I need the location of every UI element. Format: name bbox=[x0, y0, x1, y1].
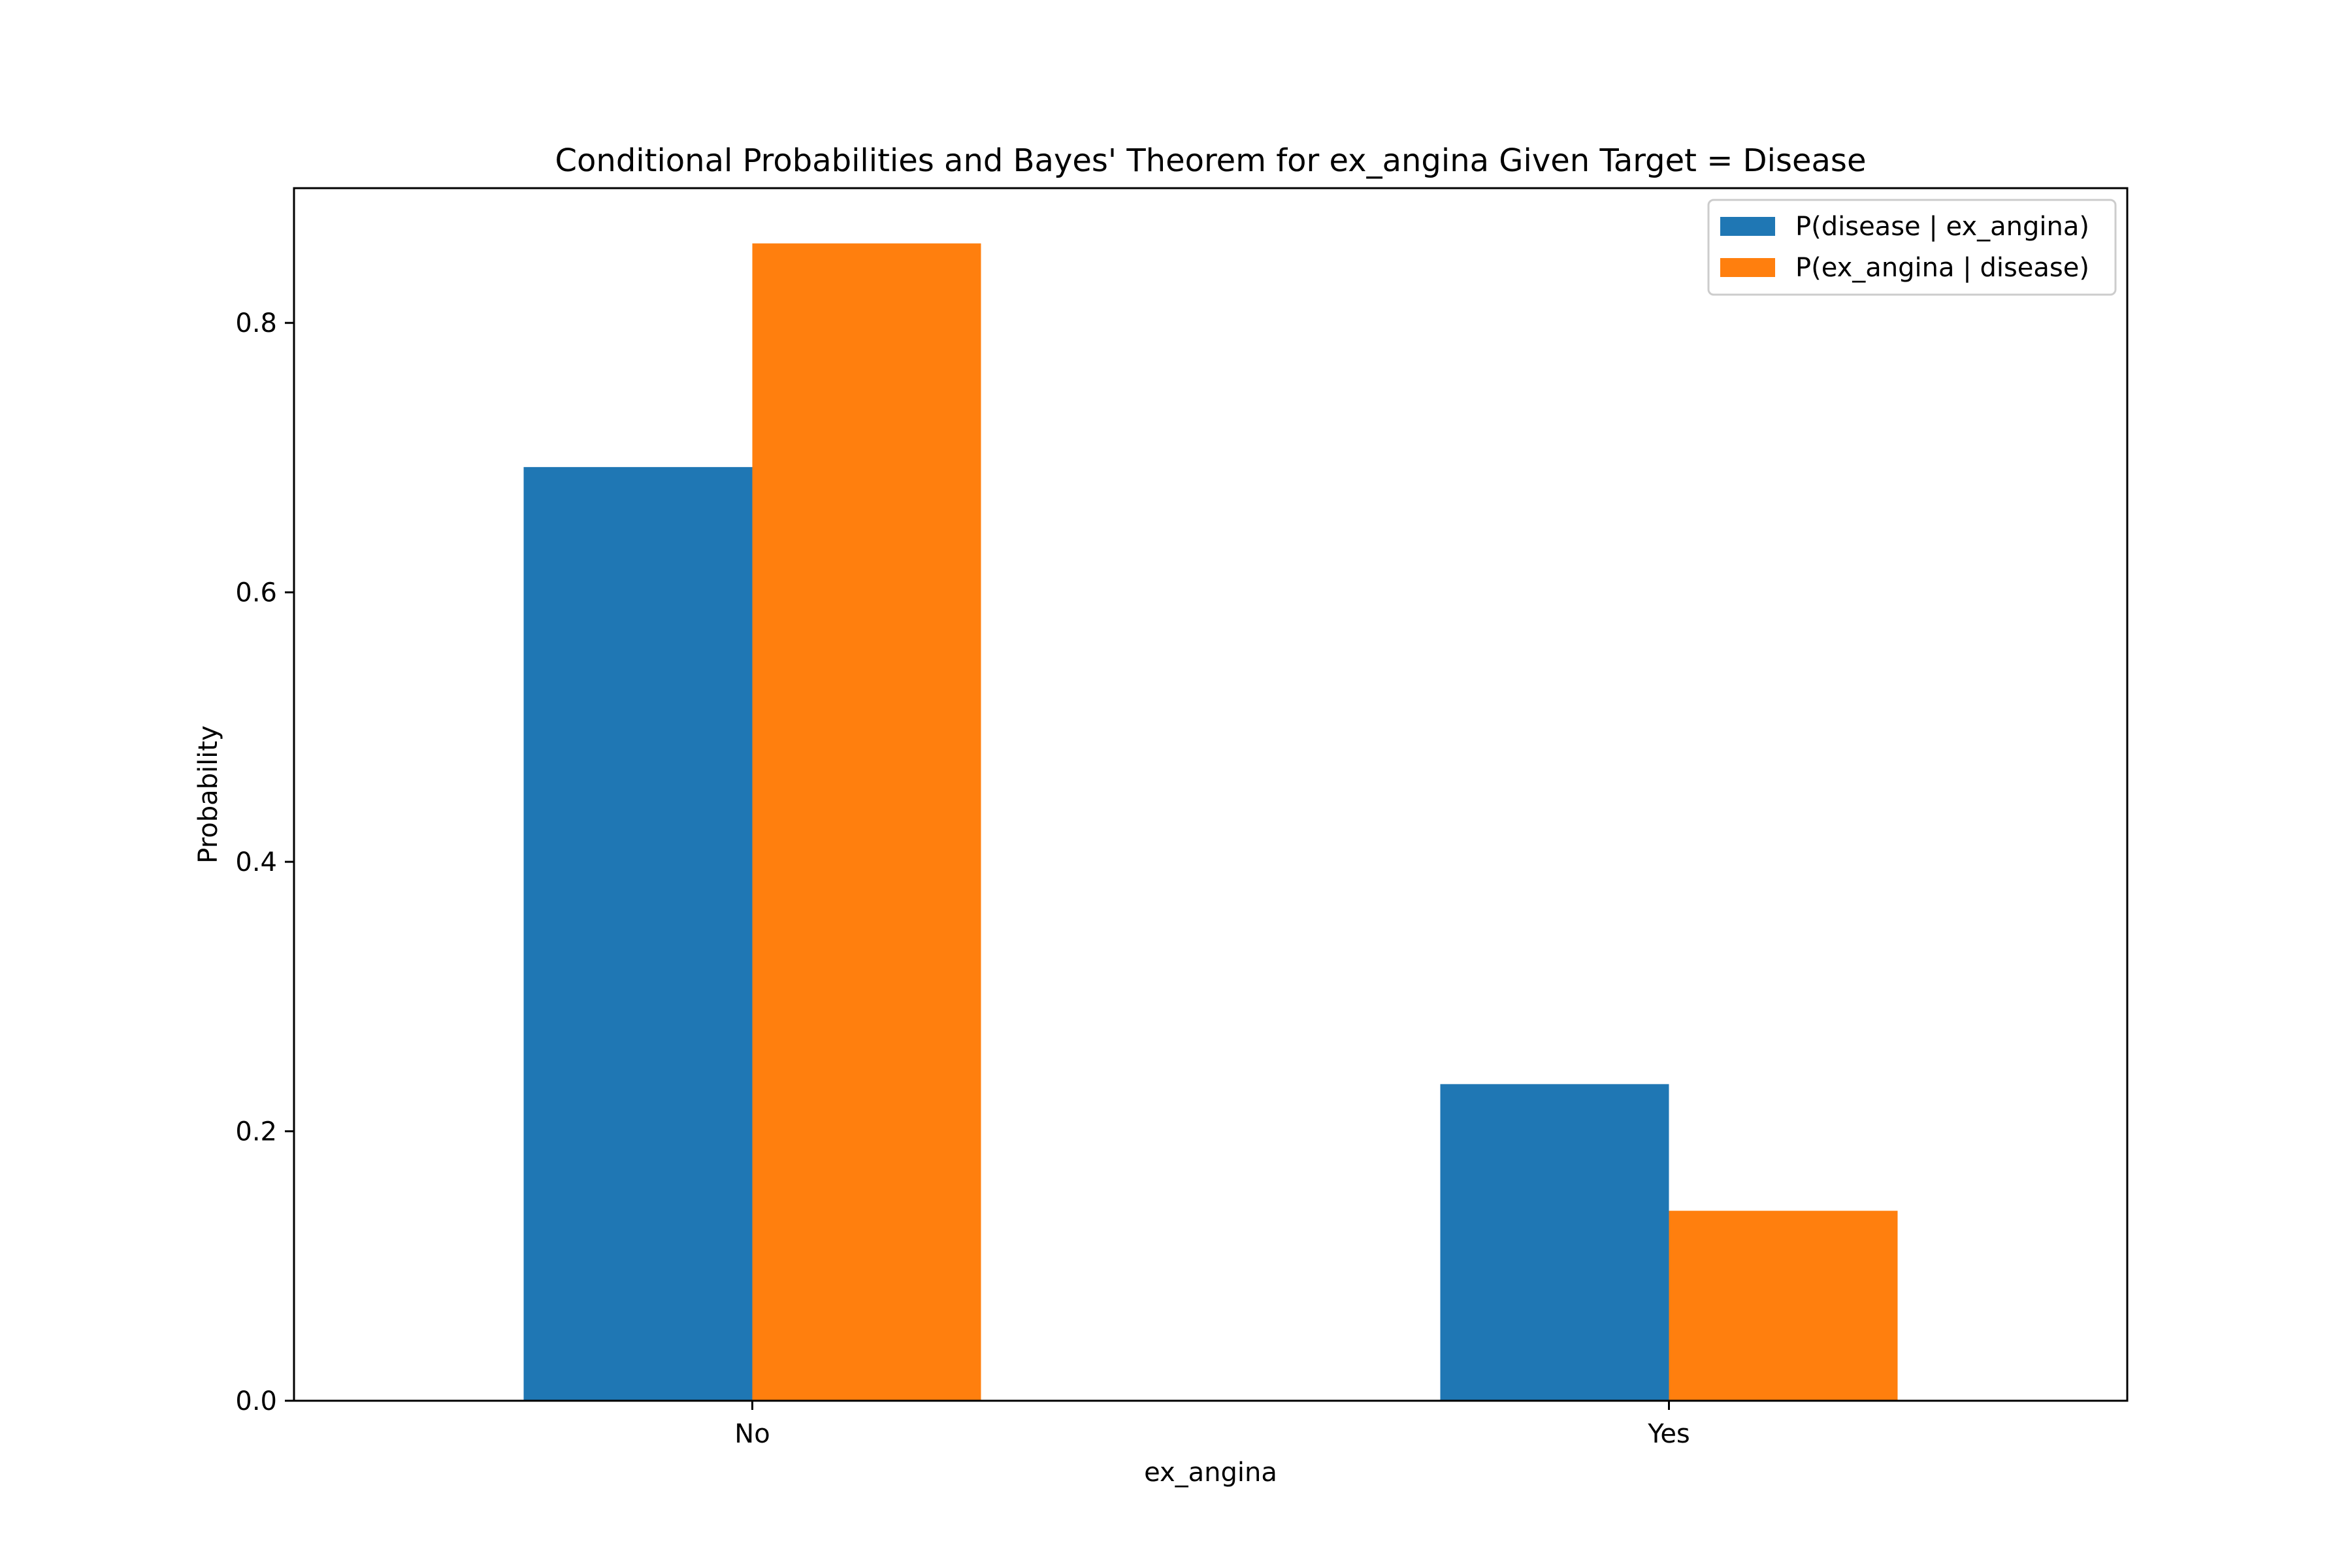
bar-no-series-1 bbox=[523, 466, 753, 1401]
y-tick-label: 0.4 bbox=[235, 847, 277, 877]
legend-frame bbox=[1707, 199, 2117, 296]
bars-layer bbox=[523, 243, 1898, 1401]
plot-frame bbox=[293, 187, 2129, 1402]
y-tick-label: 0.6 bbox=[235, 578, 277, 608]
x-tick-label: No bbox=[734, 1419, 770, 1449]
bar-yes-series-2 bbox=[1669, 1211, 1898, 1401]
legend: P(disease | ex_angina) P(ex_angina | dise… bbox=[1707, 199, 2117, 296]
x-axis-label: ex_angina bbox=[1144, 1458, 1277, 1488]
y-tick-label: 0.0 bbox=[235, 1386, 277, 1416]
bar-yes-series-1 bbox=[1440, 1084, 1669, 1401]
legend-label: P(disease | ex_angina) bbox=[1795, 212, 2089, 242]
y-tick-label: 0.8 bbox=[235, 308, 277, 338]
y-tick-label: 0.2 bbox=[235, 1117, 277, 1147]
y-axis-label: Probability bbox=[193, 725, 223, 863]
chart-title: Conditional Probabilities and Bayes' The… bbox=[555, 142, 1867, 179]
x-axis: No Yes bbox=[734, 1401, 1690, 1449]
y-axis: 0.0 0.2 0.4 0.6 0.8 bbox=[235, 308, 294, 1416]
legend-swatch bbox=[1720, 258, 1775, 277]
x-tick-label: Yes bbox=[1647, 1419, 1690, 1449]
bar-no-series-2 bbox=[752, 243, 981, 1401]
legend-swatch bbox=[1720, 217, 1775, 236]
legend-label: P(ex_angina | disease) bbox=[1795, 253, 2089, 283]
